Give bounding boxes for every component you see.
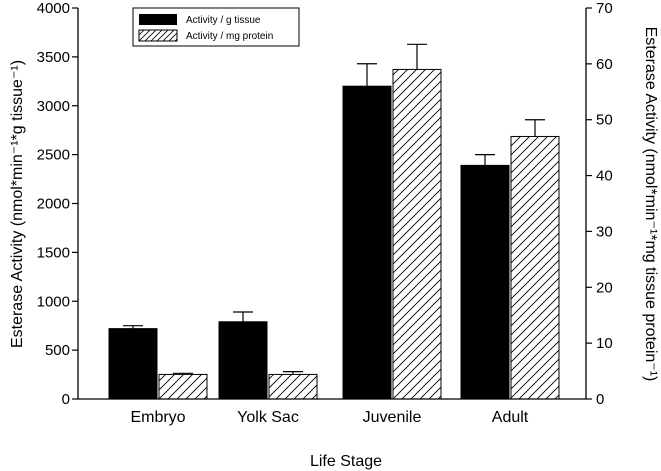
y-tick-label: 0 <box>62 391 70 408</box>
y2-tick-label: 0 <box>596 391 604 408</box>
legend: Activity / g tissue Activity / mg protei… <box>132 7 300 47</box>
bar-mg-protein <box>268 373 318 400</box>
y2-axis-title: Esterase Activity (nmol*min⁻¹*mg tissue … <box>642 27 659 382</box>
y2-tick-label: 40 <box>596 168 613 185</box>
axes-layer: 0 500 1000 1500 2000 2500 3000 3500 4000 0 10 20 30 4… <box>37 0 613 426</box>
y2-tick-label: 10 <box>596 335 613 352</box>
bar-g-tissue <box>342 85 392 400</box>
y-tick-label: 4000 <box>37 0 70 17</box>
y2-tick-label: 20 <box>596 279 613 296</box>
y-tick-label: 1500 <box>37 244 70 261</box>
bar-g-tissue <box>108 328 158 400</box>
y-tick-label: 2500 <box>37 147 70 164</box>
x-category-label: Embryo <box>130 409 185 426</box>
x-category-label: Adult <box>492 409 529 426</box>
y2-tick-label: 30 <box>596 223 613 240</box>
legend-swatch-hatched <box>138 29 178 42</box>
legend-label-mg-protein: Activity / mg protein <box>186 31 273 42</box>
y2-tick-label: 70 <box>596 0 613 17</box>
bar-g-tissue <box>460 164 510 400</box>
bar-mg-protein <box>510 135 560 400</box>
y2-tick-label: 50 <box>596 112 613 129</box>
bar-g-tissue <box>218 321 268 400</box>
x-axis-title: Life Stage <box>310 453 382 470</box>
y-axis-title: Esterase Activity (nmol*min⁻¹*g tissue⁻¹… <box>9 60 26 348</box>
y-tick-label: 500 <box>45 342 70 359</box>
x-category-label: Juvenile <box>363 409 422 426</box>
y-tick-label: 1000 <box>37 293 70 310</box>
legend-label-g-tissue: Activity / g tissue <box>186 15 261 26</box>
bar-mg-protein <box>392 68 442 400</box>
y-tick-label: 3500 <box>37 49 70 66</box>
bar-mg-protein <box>158 373 208 400</box>
y-tick-label: 3000 <box>37 98 70 115</box>
y-tick-label: 2000 <box>37 196 70 213</box>
x-category-label: Yolk Sac <box>237 409 299 426</box>
legend-swatch-solid <box>139 14 177 25</box>
y2-tick-label: 60 <box>596 56 613 73</box>
bars-layer <box>108 43 560 400</box>
